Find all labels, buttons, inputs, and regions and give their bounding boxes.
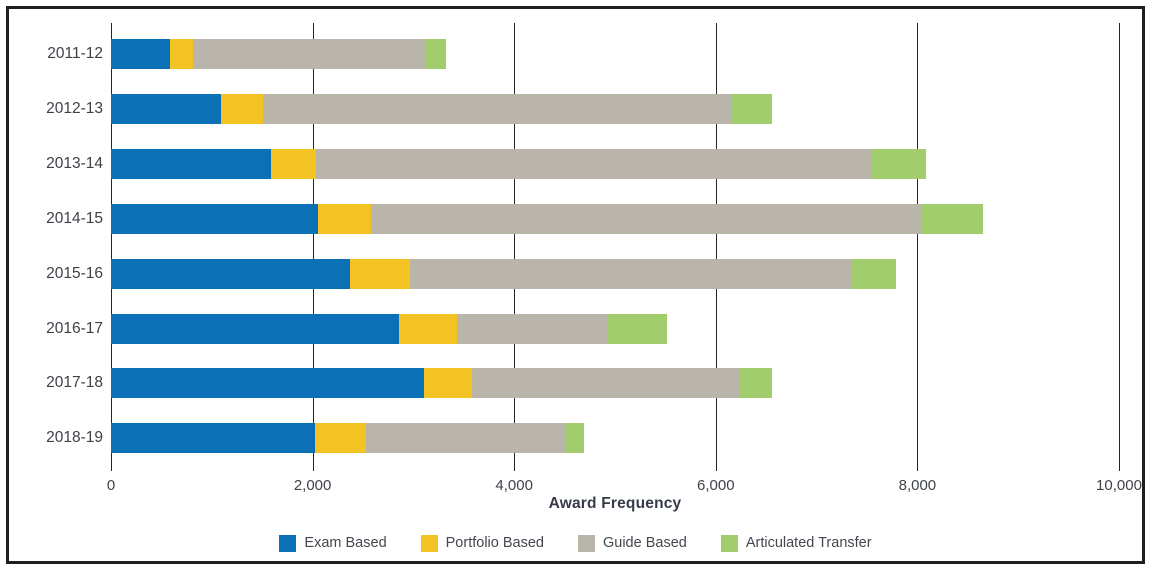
bar-segment-portfolio-based [170, 39, 193, 69]
legend-label: Guide Based [602, 535, 687, 551]
x-tick-label: 10,000 [1096, 477, 1142, 494]
bar-segment-guide-based [410, 258, 852, 289]
x-tick-label: 0 [106, 477, 116, 494]
y-category-label: 2015-16 [46, 264, 103, 282]
bar-row-2014-15 [111, 203, 983, 234]
y-category-label: 2018-19 [46, 429, 103, 447]
bar-segment-exam-based [111, 203, 318, 234]
legend-item-articulated-transfer: Articulated Transfer [720, 535, 872, 552]
chart-legend: Exam Based Portfolio Based Guide Based Arti… [9, 535, 1142, 552]
legend-swatch-icon [720, 535, 738, 552]
legend-item-guide-based: Guide Based [577, 535, 687, 552]
bar-segment-articulated-transfer [872, 148, 927, 179]
bar-row-2011-12 [111, 39, 446, 69]
bar-row-2018-19 [111, 423, 584, 454]
legend-label: Articulated Transfer [745, 535, 872, 551]
y-category-label: 2017-18 [46, 374, 103, 392]
bar-segment-guide-based [263, 93, 732, 124]
gridline-0 [111, 23, 112, 471]
y-category-label: 2013-14 [46, 154, 103, 172]
legend-item-exam-based: Exam Based [279, 535, 387, 552]
bar-segment-exam-based [111, 258, 350, 289]
bar-row-2017-18 [111, 368, 773, 399]
bar-segment-portfolio-based [314, 423, 367, 454]
bar-row-2016-17 [111, 313, 668, 344]
x-tick-label: 6,000 [697, 477, 735, 494]
bar-segment-guide-based [471, 368, 740, 399]
bar-segment-articulated-transfer [739, 368, 773, 399]
bar-segment-exam-based [111, 39, 171, 69]
bar-row-2013-14 [111, 148, 927, 179]
legend-swatch-icon [279, 535, 297, 552]
gridline-4000 [514, 23, 516, 471]
x-tick-label: 4,000 [495, 477, 533, 494]
y-category-label: 2011-12 [47, 45, 103, 62]
bar-segment-portfolio-based [349, 258, 411, 289]
bar-segment-guide-based [192, 39, 426, 69]
legend-swatch-icon [577, 535, 595, 552]
bar-segment-exam-based [111, 313, 400, 344]
plot-area: Award Frequency 0 2,000 4,000 6,000 8,000 10,… [46, 23, 1142, 512]
bar-segment-exam-based [111, 368, 425, 399]
bar-row-2012-13 [111, 93, 773, 124]
y-category-label: 2016-17 [46, 319, 103, 337]
gridline-6000 [715, 23, 717, 471]
bar-segment-portfolio-based [424, 368, 472, 399]
y-category-label: 2014-15 [46, 209, 103, 227]
chart-frame-border: Award Frequency 0 2,000 4,000 6,000 8,000 10,… [6, 6, 1145, 564]
legend-item-portfolio-based: Portfolio Based [420, 535, 544, 552]
bar-segment-guide-based [366, 423, 565, 454]
x-tick-label: 2,000 [293, 477, 332, 494]
legend-swatch-icon [420, 535, 438, 552]
legend-label: Exam Based [304, 535, 387, 551]
legend-label: Portfolio Based [445, 535, 544, 551]
bar-segment-portfolio-based [271, 148, 316, 179]
gridline-10000 [1119, 23, 1120, 471]
bar-row-2015-16 [111, 258, 897, 289]
bar-segment-guide-based [315, 148, 873, 179]
bar-segment-portfolio-based [399, 313, 457, 344]
bar-segment-articulated-transfer [922, 203, 983, 234]
y-category-label: 2012-13 [46, 99, 103, 117]
bar-segment-exam-based [111, 423, 315, 454]
x-axis-title: Award Frequency [548, 495, 682, 512]
x-tick-label: 8,000 [898, 477, 937, 494]
gridline-2000 [312, 23, 314, 471]
bar-segment-guide-based [371, 203, 923, 234]
bar-segment-exam-based [111, 93, 221, 124]
bar-segment-portfolio-based [220, 93, 264, 124]
bar-segment-articulated-transfer [851, 258, 897, 289]
bar-segment-articulated-transfer [564, 423, 584, 454]
bar-segment-guide-based [456, 313, 608, 344]
gridline-8000 [917, 23, 919, 471]
bar-segment-articulated-transfer [731, 93, 773, 124]
bar-segment-exam-based [111, 148, 272, 179]
bar-segment-articulated-transfer [607, 313, 668, 344]
bar-segment-articulated-transfer [425, 39, 446, 69]
bar-segment-portfolio-based [317, 203, 372, 234]
